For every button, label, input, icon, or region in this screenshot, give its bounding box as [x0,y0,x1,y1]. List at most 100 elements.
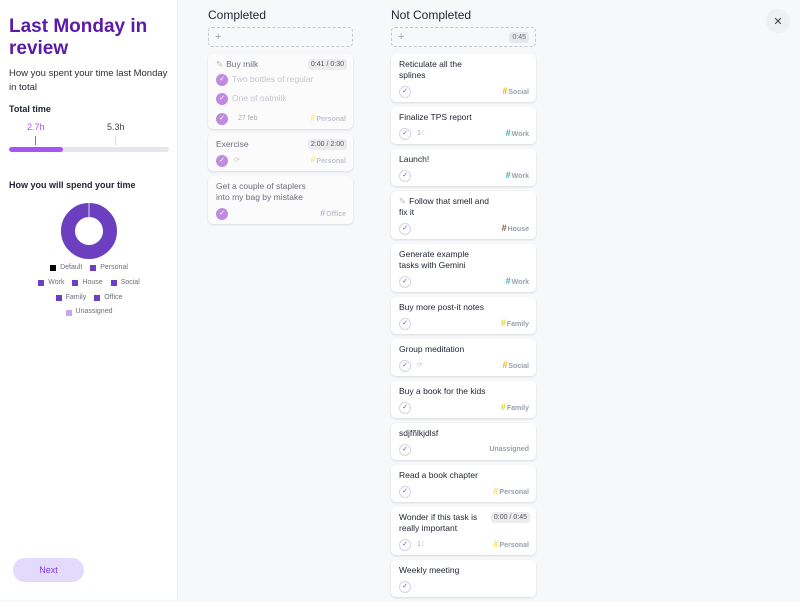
task-card[interactable]: Read a book chapter ✓ #Personal [391,465,536,502]
hash-icon: # [505,127,511,138]
complete-checkbox[interactable]: ✓ [399,443,411,456]
complete-checkbox[interactable]: ✓ [216,207,228,220]
next-button[interactable]: Next [13,558,84,582]
tag-label[interactable]: Unassigned [489,446,529,453]
legend-item: Social [110,277,140,290]
moon-icon: ☾ [420,541,428,548]
complete-checkbox[interactable]: ✓ [399,275,411,288]
hash-icon: # [493,485,499,496]
time-badge: 0:41 / 0:30 [307,59,347,70]
task-card[interactable]: Wonder if this task is really important 0… [391,507,536,555]
hash-icon: # [501,222,507,233]
subtask-checkbox[interactable]: ✓ [216,73,228,86]
complete-checkbox[interactable]: ✓ [399,401,411,414]
task-card[interactable]: Reticulate all the splines ✓ #Social [391,54,536,102]
task-card[interactable]: Group meditation ✓ ⟳ #Social [391,339,536,376]
legend-item: Office [94,292,122,305]
task-title: Finalize TPS report [399,112,472,122]
add-time-badge: 0:45 [509,32,529,43]
completed-title: Completed [208,8,267,22]
tag-label[interactable]: #House [501,222,529,233]
tag-label[interactable]: #Personal [493,538,529,549]
edit-icon: ✎ [216,59,224,69]
hash-icon: # [320,207,326,218]
tag-label[interactable]: #Family [500,317,529,328]
complete-checkbox[interactable]: ✓ [399,359,411,372]
legend-item: House [72,277,103,290]
task-card[interactable]: sdjfñlkjdlsf ✓ Unassigned [391,423,536,460]
task-title: Group meditation [399,344,465,354]
chart-legend: Default Personal Work House Social Family Offi… [0,262,178,321]
time-progress-fill [9,147,64,152]
task-card[interactable]: Launch! ✓ #Work [391,149,536,186]
task-card[interactable]: Generate example tasks with Gemini ✓ #Work [391,244,536,292]
hash-icon: # [500,401,506,412]
snooze-count: 1☾ [417,130,428,137]
legend-label: Unassigned [75,308,113,316]
task-card[interactable]: Buy more post-it notes ✓ #Family [391,297,536,334]
time-badge: 0:00 / 0:45 [490,512,530,523]
tag-label[interactable]: #Personal [493,485,529,496]
complete-checkbox[interactable]: ✓ [216,112,228,125]
task-title: ✎ Buy milk [216,59,259,69]
task-card[interactable]: Buy a book for the kids ✓ #Family [391,381,536,418]
edit-icon: ✎ [399,196,407,206]
task-title: Reticulate all the splines [399,59,462,80]
total-time-heading: Total time [9,104,51,114]
tag-label[interactable]: #Personal [310,154,346,165]
complete-checkbox[interactable]: ✓ [399,317,411,330]
tag-label[interactable]: #Work [505,275,529,286]
tag-label[interactable]: #Social [502,359,529,370]
legend-item: Family [55,292,87,305]
spend-heading: How you will spend your time [9,180,136,190]
due-date: 27 feb [238,115,258,122]
complete-checkbox[interactable]: ✓ [399,169,411,182]
subtask[interactable]: ✓ Two bottles of regular [216,70,346,89]
close-button[interactable]: ✕ [766,9,790,33]
review-sidebar: Last Monday in review How you spent your… [0,0,178,600]
hash-icon: # [502,85,508,96]
tag-label[interactable]: #Family [500,401,529,412]
complete-checkbox[interactable]: ✓ [399,485,411,498]
completed-list: ✎ Buy milk 0:41 / 0:30 ✓ Two bottles of regu… [208,54,353,229]
complete-checkbox[interactable]: ✓ [399,127,411,140]
legend-item: Default [50,262,82,275]
hash-icon: # [500,317,506,328]
complete-checkbox[interactable]: ✓ [399,538,411,551]
legend-label: Office [104,293,123,301]
hash-icon: # [502,359,508,370]
snooze-count: 1☾ [417,541,428,548]
legend-swatch [90,265,97,272]
complete-checkbox[interactable]: ✓ [399,580,411,593]
subtask[interactable]: ✓ One of oatmilk [216,89,346,108]
complete-checkbox[interactable]: ✓ [399,85,411,98]
spent-time-label: 2.7h [27,122,45,132]
task-card[interactable]: ✎ Buy milk 0:41 / 0:30 ✓ Two bottles of regu… [208,54,353,129]
tag-label[interactable]: #Social [502,85,529,96]
legend-label: Family [65,293,87,301]
task-title: Weekly meeting [399,565,460,575]
legend-label: Default [60,264,83,271]
task-card[interactable]: ✎ Follow that smell and fix it ✓ #House [391,191,536,239]
task-card[interactable]: Finalize TPS report ✓ 1☾ #Work [391,107,536,144]
task-card[interactable]: Weekly meeting ✓ [391,560,536,597]
subtask-checkbox[interactable]: ✓ [216,92,228,105]
add-task[interactable]: +0:45 [391,27,536,47]
complete-checkbox[interactable]: ✓ [399,222,411,235]
page-title: Last Monday in review [9,16,148,59]
legend-swatch [50,265,57,272]
tag-label[interactable]: #Personal [310,112,346,123]
hash-icon: # [505,275,511,286]
complete-checkbox[interactable]: ✓ [216,154,228,167]
tag-label[interactable]: #Work [505,127,529,138]
tag-label[interactable]: #Office [320,207,346,218]
tag-label[interactable]: #Work [505,169,529,180]
add-completed-task[interactable]: + [208,27,353,47]
task-card[interactable]: Exercise 2:00 / 2:00 ✓ ⟳ #Personal [208,134,353,171]
task-title: Buy a book for the kids [399,386,486,396]
legend-swatch [55,294,62,301]
hash-icon: # [505,169,511,180]
task-title: Exercise [216,139,249,149]
task-card[interactable]: Get a couple of staplers into my bag by … [208,176,353,224]
legend-item: Unassigned [65,306,113,319]
